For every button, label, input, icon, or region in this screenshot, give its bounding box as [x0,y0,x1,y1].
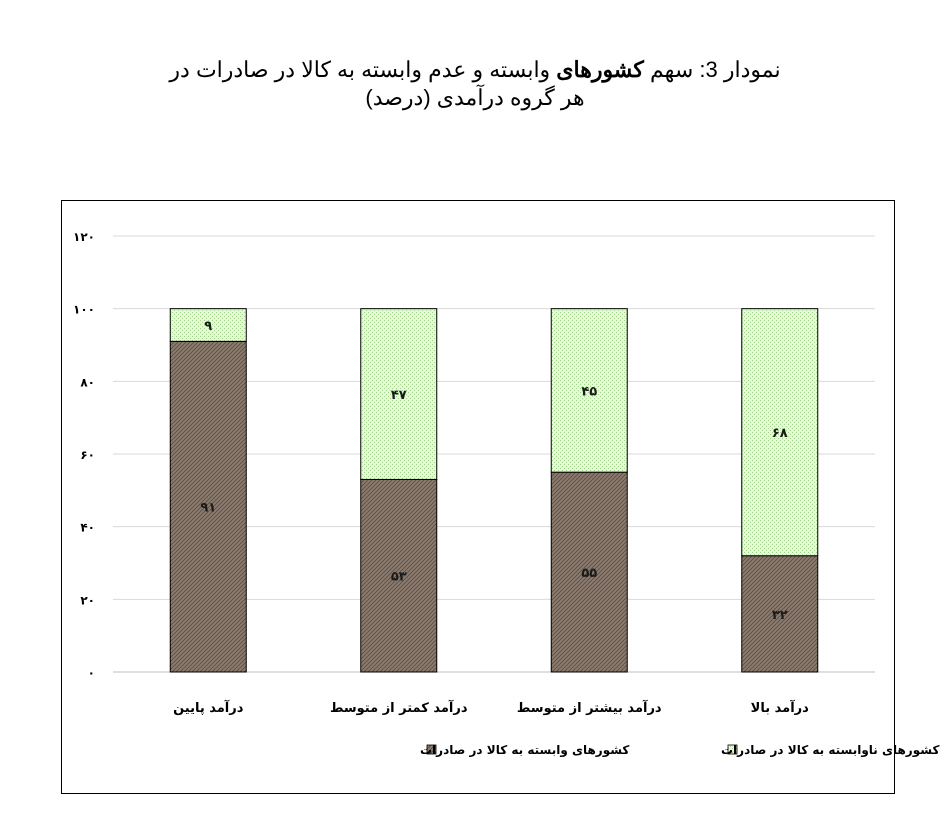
bar-segment-non-dependent [550,308,628,473]
chart-title-bold: کشورهای [556,57,644,82]
chart-title-rest: وابسته و عدم وابسته به کالا در صادرات در [169,57,557,82]
y-tick-label: ۶۰ [80,448,95,462]
data-label: ۹ [204,319,212,334]
legend-swatch-dependent [426,744,437,755]
data-label: ۵۵ [581,566,597,581]
y-tick-label: ۲۰ [80,593,95,607]
data-label: ۶۸ [772,426,788,441]
bar-segment-dependent [550,471,628,673]
y-tick-label: ۸۰ [80,375,95,389]
chart-title-prefix: نمودار 3: سهم [643,57,781,82]
x-tick-label: درآمد بیشتر از متوسط [517,699,662,716]
data-label: ۵۳ [391,570,407,585]
chart-title-line-2: هر گروه درآمدی (درصد) [365,85,585,110]
x-tick-label: درآمد پایین [173,699,244,716]
x-tick-label: درآمد بالا [751,699,809,716]
bar-segment-dependent [360,478,438,673]
y-tick-label: ۰ [88,666,95,680]
data-label: ۳۲ [772,608,788,623]
bar-segment-non-dependent [169,308,247,342]
legend-label: کشورهای ناوابسته به کالا در صادرات [721,743,939,758]
y-tick-label: ۱۰۰ [73,303,95,317]
legend-label: کشورهای وابسته به کالا در صادرات [420,743,629,758]
x-tick-label: درآمد کمتر از متوسط [330,699,468,716]
chart-frame [61,200,895,794]
bar-segment-non-dependent [360,308,438,480]
y-tick-label: ۱۲۰ [73,230,95,244]
legend-swatch-non-dependent [727,744,738,755]
chart-title-line-1: نمودار 3: سهم کشورهای وابسته و عدم وابست… [110,56,840,84]
data-label: ۹۱ [200,501,216,516]
data-label: ۴۵ [581,384,597,399]
data-label: ۴۷ [391,388,407,403]
y-tick-label: ۴۰ [80,521,95,535]
bar-segment-dependent [741,555,819,673]
bar-segment-non-dependent [741,308,819,557]
